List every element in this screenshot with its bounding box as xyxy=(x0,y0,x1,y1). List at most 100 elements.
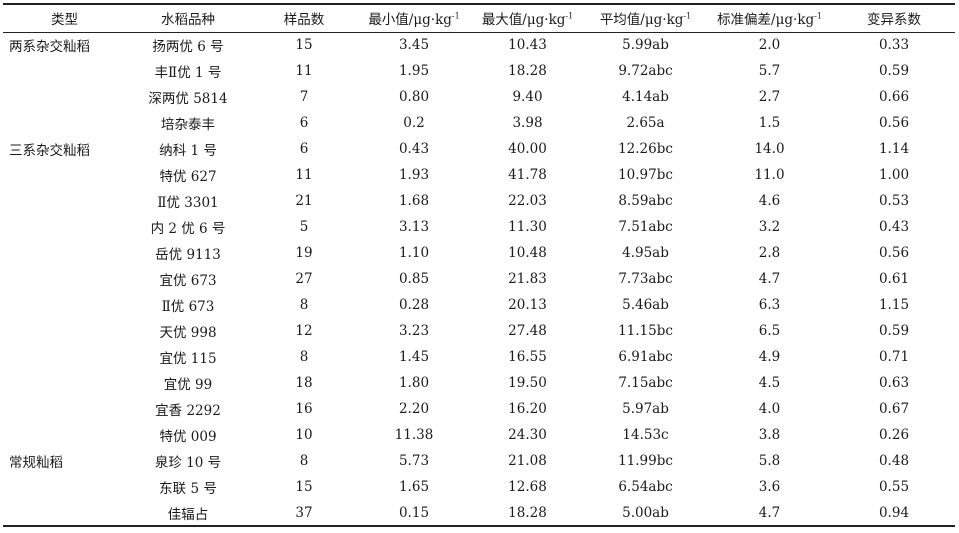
table-row: 宜优 673 27 0.85 21.83 7.73abc 4.7 0.61 xyxy=(3,266,955,292)
cell-cv: 0.71 xyxy=(878,349,910,365)
table-row: Ⅱ优 3301 21 1.68 22.03 8.59abc 4.6 0.53 xyxy=(3,188,955,214)
cell-mean: 7.73abc xyxy=(618,271,673,287)
table-row: 天优 998 12 3.23 27.48 11.15bc 6.5 0.59 xyxy=(3,318,955,344)
cell-variety: 天优 998 xyxy=(159,325,217,341)
cell-sd: 5.8 xyxy=(758,453,781,469)
cell-mean: 4.14ab xyxy=(622,89,669,105)
table-row: 特优 627 11 1.93 41.78 10.97bc 11.0 1.00 xyxy=(3,162,955,188)
cell-mean: 5.97ab xyxy=(622,401,669,417)
table-row: 常规籼稻 泉珍 10 号 8 5.73 21.08 11.99bc 5.8 0.48 xyxy=(3,448,955,474)
cell-min: 2.20 xyxy=(398,401,430,417)
cell-variety: 培杂泰丰 xyxy=(161,117,215,133)
cell-cv: 0.43 xyxy=(878,219,910,235)
cell-min: 1.65 xyxy=(398,479,430,495)
table-row: 东联 5 号 15 1.65 12.68 6.54abc 3.6 0.55 xyxy=(3,474,955,500)
cell-min: 0.2 xyxy=(403,115,425,131)
table-row: 佳辐占 37 0.15 18.28 5.00ab 4.7 0.94 xyxy=(3,500,955,527)
table-row: 特优 009 10 11.38 24.30 14.53c 3.8 0.26 xyxy=(3,422,955,448)
cell-max: 12.68 xyxy=(508,479,547,495)
cell-max: 16.20 xyxy=(508,401,547,417)
cell-min: 1.93 xyxy=(398,167,430,183)
header-variety: 水稻品种 xyxy=(126,3,250,33)
cell-variety: Ⅱ优 3301 xyxy=(157,195,219,211)
cell-max: 11.30 xyxy=(508,219,547,235)
cell-type xyxy=(3,58,126,84)
cell-count: 11 xyxy=(295,63,313,79)
cell-count: 6 xyxy=(299,141,309,157)
header-mean-label: 平均值/μg·kg xyxy=(599,12,684,29)
cell-max: 22.03 xyxy=(508,193,547,209)
unit-exponent: -1 xyxy=(683,11,692,21)
cell-variety: 深两优 5814 xyxy=(148,91,228,107)
cell-type xyxy=(3,214,126,240)
cell-max: 10.48 xyxy=(508,245,547,261)
cell-max: 27.48 xyxy=(508,323,547,339)
cell-type xyxy=(3,266,126,292)
cell-cv: 1.00 xyxy=(878,167,910,183)
header-count: 样品数 xyxy=(250,3,358,33)
cell-sd: 2.0 xyxy=(758,37,781,54)
cell-count: 15 xyxy=(295,37,313,54)
cell-variety: 宜优 115 xyxy=(159,351,217,367)
cell-min: 11.38 xyxy=(394,427,434,443)
cell-mean: 11.15bc xyxy=(618,323,673,339)
header-mean: 平均值/μg·kg-1 xyxy=(585,3,706,33)
cell-max: 24.30 xyxy=(508,427,547,443)
cell-type xyxy=(3,396,126,422)
cell-type xyxy=(3,188,126,214)
cell-min: 1.68 xyxy=(398,193,430,209)
cell-sd: 4.6 xyxy=(758,193,781,209)
cell-mean: 11.99bc xyxy=(618,453,673,469)
table-row: 宜优 115 8 1.45 16.55 6.91abc 4.9 0.71 xyxy=(3,344,955,370)
cell-variety: 宜优 99 xyxy=(163,377,213,393)
header-type: 类型 xyxy=(3,3,126,33)
cell-min: 0.43 xyxy=(398,141,430,157)
cell-max: 21.08 xyxy=(508,453,547,469)
cell-cv: 0.61 xyxy=(878,271,910,287)
cell-type xyxy=(3,474,126,500)
cell-variety: 宜香 2292 xyxy=(155,403,221,419)
cell-sd: 2.8 xyxy=(758,245,781,261)
cell-count: 6 xyxy=(299,115,309,131)
cell-cv: 1.15 xyxy=(878,297,910,313)
cell-mean: 6.54abc xyxy=(618,479,673,495)
cell-cv: 0.48 xyxy=(878,453,910,469)
cell-variety: 扬两优 6 号 xyxy=(152,39,224,56)
table-row: 三系杂交籼稻 纳科 1 号 6 0.43 40.00 12.26bc 14.0 1.14 xyxy=(3,136,955,162)
cell-count: 7 xyxy=(299,89,309,105)
cell-type xyxy=(3,240,126,266)
cell-sd: 3.8 xyxy=(758,427,781,443)
cell-type: 三系杂交籼稻 xyxy=(9,143,90,159)
table-row: Ⅱ优 673 8 0.28 20.13 5.46ab 6.3 1.15 xyxy=(3,292,955,318)
cell-sd: 14.0 xyxy=(754,141,785,157)
cell-variety: Ⅱ优 673 xyxy=(161,299,215,315)
cell-type xyxy=(3,370,126,396)
cell-max: 19.50 xyxy=(508,375,547,391)
cell-mean: 7.15abc xyxy=(618,375,673,391)
cell-mean: 10.97bc xyxy=(618,167,673,183)
cell-count: 8 xyxy=(299,453,309,469)
cell-cv: 0.94 xyxy=(833,500,955,527)
cell-mean: 2.65a xyxy=(626,115,665,131)
cell-max: 9.40 xyxy=(512,89,543,105)
cell-sd: 11.0 xyxy=(754,167,785,183)
cell-variety: 特优 627 xyxy=(159,169,217,185)
cell-count: 5 xyxy=(299,219,309,235)
table-row: 丰Ⅱ优 1 号 11 1.95 18.28 9.72abc 5.7 0.59 xyxy=(3,58,955,84)
cell-mean: 9.72abc xyxy=(618,63,673,79)
header-row: 类型 水稻品种 样品数 最小值/μg·kg-1 最大值/μg·kg-1 平均值/… xyxy=(3,3,955,33)
cell-max: 40.00 xyxy=(508,141,547,157)
cell-count: 16 xyxy=(295,401,313,417)
cell-sd: 6.3 xyxy=(758,297,781,313)
unit-exponent: -1 xyxy=(814,11,822,21)
cell-variety: 泉珍 10 号 xyxy=(154,455,222,471)
header-sd-label: 标准偏差/μg·kg xyxy=(717,12,815,29)
cell-max: 16.55 xyxy=(508,349,547,365)
cell-max: 3.98 xyxy=(512,115,543,131)
cell-sd: 3.6 xyxy=(758,479,781,495)
cell-sd: 2.7 xyxy=(758,89,781,105)
table-row: 岳优 9113 19 1.10 10.48 4.95ab 2.8 0.56 xyxy=(3,240,955,266)
cell-min: 1.45 xyxy=(398,349,430,365)
cell-cv: 0.59 xyxy=(878,323,910,339)
table-row: 深两优 5814 7 0.80 9.40 4.14ab 2.7 0.66 xyxy=(3,84,955,110)
